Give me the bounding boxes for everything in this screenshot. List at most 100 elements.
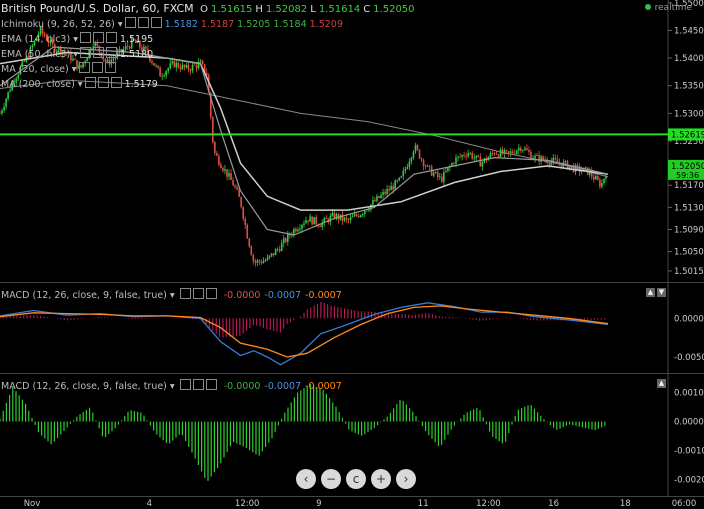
macd-2-label[interactable]: MACD (12, 26, close, 9, false, true): [1, 381, 167, 392]
y-tick-label: 0.0010: [674, 389, 704, 399]
candle-body: [593, 176, 595, 180]
candle-body: [145, 46, 147, 49]
candle-body: [120, 49, 123, 52]
visibility-icon[interactable]: [137, 17, 149, 28]
y-tick-label: 1.51700: [674, 181, 704, 191]
macd-value: -0.0007: [264, 381, 302, 392]
candle-body: [309, 216, 311, 222]
candle-body: [443, 171, 445, 182]
candle-body: [130, 38, 133, 49]
x-tick-label: 18: [620, 499, 631, 509]
candle-body: [102, 57, 105, 60]
candle-body: [165, 71, 167, 76]
settings-icon[interactable]: [179, 379, 191, 390]
visibility-icon[interactable]: [192, 379, 204, 390]
candle-body: [244, 218, 247, 225]
candle-body: [252, 255, 255, 262]
settings-icon[interactable]: [124, 17, 136, 28]
candle-body: [177, 62, 180, 68]
candle-body: [98, 45, 101, 53]
indicator-value: 1.5187: [200, 19, 235, 30]
indicator-label[interactable]: EMA (50, hlc3) ▾: [1, 49, 78, 60]
y-tick-label: 1.53500: [674, 82, 704, 92]
chart-header: British Pound/U.S. Dollar, 60, FXCM O 1.5…: [1, 2, 421, 15]
macd-1-label[interactable]: MACD (12, 26, close, 9, false, true): [1, 290, 167, 301]
indicator-label[interactable]: EMA (14, hlc3) ▾: [1, 34, 78, 45]
candle-body: [455, 157, 457, 164]
candle-body: [9, 90, 11, 92]
close-icon[interactable]: [205, 379, 217, 390]
candle-body: [189, 69, 192, 71]
visibility-icon[interactable]: [97, 77, 109, 88]
candle-body: [260, 261, 263, 264]
pane-up-icon[interactable]: ▲: [646, 288, 655, 297]
candle-body: [197, 62, 200, 69]
ohlc-label: C: [363, 4, 371, 15]
candle-body: [230, 173, 232, 181]
candle-body: [27, 56, 30, 59]
candle-body: [295, 228, 297, 232]
candle-body: [513, 152, 516, 154]
settings-icon[interactable]: [179, 288, 191, 299]
candle-body: [453, 163, 455, 164]
settings-icon[interactable]: [79, 32, 91, 43]
candle-body: [171, 61, 174, 64]
candle-body: [137, 41, 139, 44]
indicator-row: MA (200, close) ▾ 1.5179: [1, 77, 158, 90]
candle-body: [392, 186, 394, 190]
candle-body: [605, 175, 607, 179]
visibility-icon[interactable]: [192, 288, 204, 299]
candle-body: [209, 92, 212, 118]
candle-body: [380, 195, 382, 198]
indicator-label[interactable]: Ichimoku (9, 26, 52, 26) ▾: [1, 19, 123, 30]
close-icon[interactable]: [105, 47, 117, 58]
visibility-icon[interactable]: [91, 62, 103, 73]
settings-icon[interactable]: [78, 62, 90, 73]
candle-body: [212, 117, 214, 143]
candle-body: [76, 59, 78, 69]
close-icon[interactable]: [104, 62, 116, 73]
y-tick-label: 1.54500: [674, 26, 704, 36]
reset-icon[interactable]: c: [346, 469, 366, 489]
candle-body: [390, 186, 392, 191]
settings-icon[interactable]: [79, 47, 91, 58]
candle-body: [94, 42, 97, 47]
indicator-label[interactable]: MA (200, close) ▾: [1, 79, 83, 90]
chevron-right-icon[interactable]: ›: [396, 469, 416, 489]
indicator-label[interactable]: MA (20, close) ▾: [1, 64, 77, 75]
candle-body: [323, 218, 326, 223]
candle-body: [70, 51, 72, 61]
candle-body: [590, 171, 593, 177]
symbol-title[interactable]: British Pound/U.S. Dollar, 60, FXCM: [1, 2, 194, 15]
chevron-left-icon[interactable]: ‹: [296, 469, 316, 489]
candle-body: [39, 27, 42, 35]
candle-body: [477, 155, 480, 157]
candle-body: [35, 38, 38, 41]
candle-body: [530, 151, 532, 159]
visibility-icon[interactable]: [92, 32, 104, 43]
candle-body: [242, 207, 244, 219]
candle-body: [299, 228, 301, 230]
candle-body: [43, 33, 46, 37]
close-icon[interactable]: [110, 77, 122, 88]
candle-body: [47, 40, 50, 43]
candle-body: [248, 238, 251, 247]
pane-up-icon[interactable]: ▲: [657, 379, 666, 388]
macd-value: -0.0007: [305, 290, 342, 301]
ohlc-readout: O 1.51615 H 1.52082 L 1.51614 C 1.52050: [200, 4, 417, 15]
candle-body: [272, 253, 275, 256]
candle-body: [422, 159, 425, 167]
pane-down-icon[interactable]: ▼: [657, 288, 666, 297]
visibility-icon[interactable]: [92, 47, 104, 58]
settings-icon[interactable]: [84, 77, 96, 88]
candle-body: [538, 154, 540, 162]
close-icon[interactable]: [150, 17, 162, 28]
zoom-in-icon[interactable]: +: [371, 469, 391, 489]
candle-body: [286, 233, 289, 242]
indicator-value: 1.5184: [273, 19, 307, 30]
close-icon[interactable]: [105, 32, 117, 43]
candle-body: [361, 214, 364, 216]
close-icon[interactable]: [205, 288, 217, 299]
y-tick-label: -0.0050: [674, 353, 704, 363]
zoom-out-icon[interactable]: −: [321, 469, 341, 489]
